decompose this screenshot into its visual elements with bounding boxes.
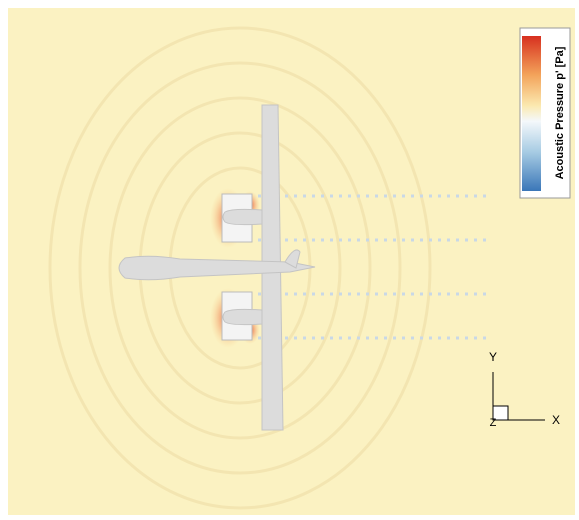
z-axis-label: Z bbox=[490, 417, 497, 429]
y-axis-label: Y bbox=[489, 350, 497, 364]
visualization: Acoustic Pressure p' [Pa] Y X Z bbox=[0, 0, 579, 520]
colorbar-gradient bbox=[522, 36, 541, 191]
colorbar-label: Acoustic Pressure p' [Pa] bbox=[554, 46, 566, 179]
colorbar: Acoustic Pressure p' [Pa] bbox=[520, 28, 570, 198]
x-axis-label: X bbox=[552, 413, 560, 427]
